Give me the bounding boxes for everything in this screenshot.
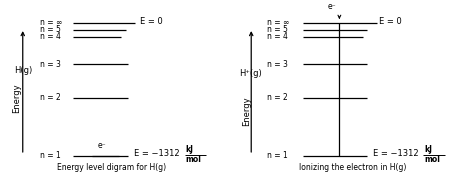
Text: n = 5: n = 5 bbox=[40, 25, 61, 34]
Text: n = 4: n = 4 bbox=[40, 32, 61, 42]
Text: n = 3: n = 3 bbox=[40, 60, 61, 69]
Text: mol: mol bbox=[186, 155, 201, 164]
Text: kJ: kJ bbox=[186, 145, 194, 154]
Text: kJ: kJ bbox=[424, 145, 432, 154]
Text: n = 3: n = 3 bbox=[267, 60, 288, 69]
Text: e⁻: e⁻ bbox=[328, 2, 336, 11]
Text: Energy: Energy bbox=[242, 96, 251, 126]
Text: n = 5: n = 5 bbox=[267, 25, 288, 34]
Text: Energy: Energy bbox=[12, 84, 21, 113]
Text: E = 0: E = 0 bbox=[379, 17, 402, 26]
Text: n = 2: n = 2 bbox=[40, 93, 61, 102]
Text: Energy level digram for H(g): Energy level digram for H(g) bbox=[57, 164, 166, 172]
Text: E = −1312: E = −1312 bbox=[134, 149, 180, 158]
Text: n = 1: n = 1 bbox=[40, 151, 61, 160]
Text: e⁻: e⁻ bbox=[98, 141, 106, 150]
Text: n = ∞: n = ∞ bbox=[40, 18, 63, 27]
Text: E = −1312: E = −1312 bbox=[373, 149, 418, 158]
Text: H(g): H(g) bbox=[14, 66, 33, 75]
Text: mol: mol bbox=[424, 155, 440, 164]
Text: n = ∞: n = ∞ bbox=[267, 18, 289, 27]
Text: E = 0: E = 0 bbox=[140, 17, 163, 26]
Text: n = 1: n = 1 bbox=[267, 151, 288, 160]
Text: n = 2: n = 2 bbox=[267, 93, 288, 102]
Text: n = 4: n = 4 bbox=[267, 32, 288, 42]
Text: Ionizing the electron in H(g): Ionizing the electron in H(g) bbox=[300, 164, 407, 172]
Text: H⁺(g): H⁺(g) bbox=[239, 69, 262, 78]
